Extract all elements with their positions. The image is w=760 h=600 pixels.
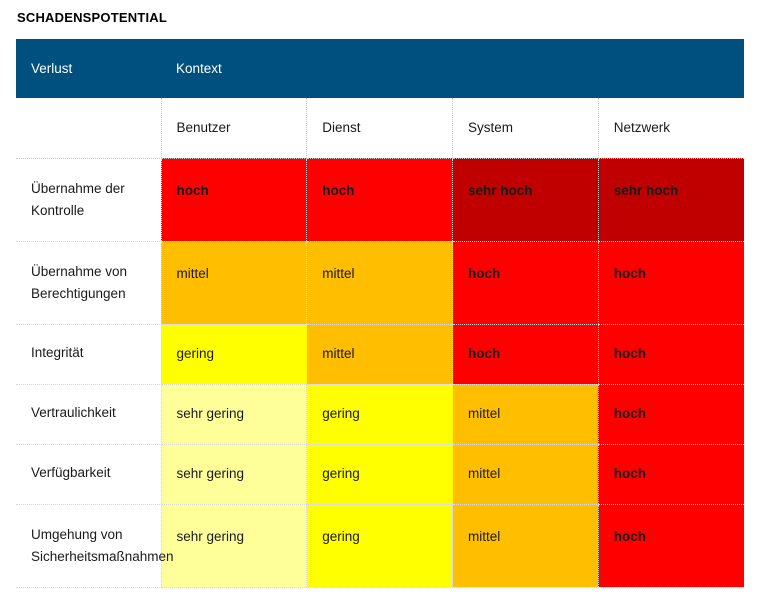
rating-cell: sehr gering [160, 384, 307, 445]
table-row: Übernahme der Kontrolle hoch hoch sehr hoch s… [16, 158, 745, 242]
row-label: Umgehung von Sicherheitsmaßnahmen [16, 504, 174, 588]
rating-cell: hoch [597, 241, 745, 325]
rating-cell: hoch [597, 444, 745, 505]
rating-cell: gering [306, 504, 453, 588]
rating-cell: mittel [452, 504, 599, 588]
row-label: Übernahme von Berechtigungen [16, 241, 161, 325]
rating-cell: mittel [306, 324, 453, 385]
rating-cell: hoch [597, 504, 745, 588]
rating-cell: gering [160, 324, 307, 385]
rating-cell: gering [306, 384, 453, 445]
header-context: Kontext [161, 39, 745, 98]
rating-cell: mittel [452, 384, 599, 445]
rating-cell: mittel [306, 241, 453, 325]
rating-cell: sehr gering [160, 444, 307, 505]
table-row: Übernahme von Berechtigungen mittel mittel h… [16, 241, 745, 325]
context-header-netzwerk: Netzwerk [597, 98, 745, 159]
table-row: Vertraulichkeit sehr gering gering mittel ho… [16, 384, 745, 445]
rating-cell: mittel [452, 444, 599, 505]
table-header-row: Verlust Kontext [16, 39, 745, 98]
context-header-dienst: Dienst [306, 98, 453, 159]
rating-cell: hoch [452, 241, 599, 325]
rating-cell: gering [306, 444, 453, 505]
rating-cell: sehr hoch [452, 158, 599, 242]
header-loss: Verlust [16, 39, 161, 98]
rating-cell: sehr gering [160, 504, 307, 588]
table-row: Verfügbarkeit sehr gering gering mittel hoch [16, 444, 745, 505]
rating-cell: hoch [597, 384, 745, 445]
empty-corner-cell [16, 98, 161, 159]
context-header-benutzer: Benutzer [160, 98, 307, 159]
row-label: Verfügbarkeit [16, 444, 161, 505]
page-title: SCHADENSPOTENTIAL [17, 10, 168, 25]
context-header-system: System [452, 98, 599, 159]
rating-cell: hoch [160, 158, 307, 242]
rating-cell: hoch [597, 324, 745, 385]
table-row: Integrität gering mittel hoch hoch [16, 324, 745, 385]
context-header-row: Benutzer Dienst System Netzwerk [16, 98, 745, 159]
row-label: Integrität [16, 324, 161, 385]
rating-cell: hoch [452, 324, 599, 385]
damage-potential-table: Verlust Kontext Benutzer Dienst System N… [16, 39, 745, 588]
rating-cell: mittel [160, 241, 307, 325]
rating-cell: sehr hoch [597, 158, 745, 242]
row-label: Übernahme der Kontrolle [16, 158, 161, 242]
rating-cell: hoch [306, 158, 453, 242]
row-label: Vertraulichkeit [16, 384, 161, 445]
table-row: Umgehung von Sicherheitsmaßnahmen sehr ger… [16, 504, 745, 588]
